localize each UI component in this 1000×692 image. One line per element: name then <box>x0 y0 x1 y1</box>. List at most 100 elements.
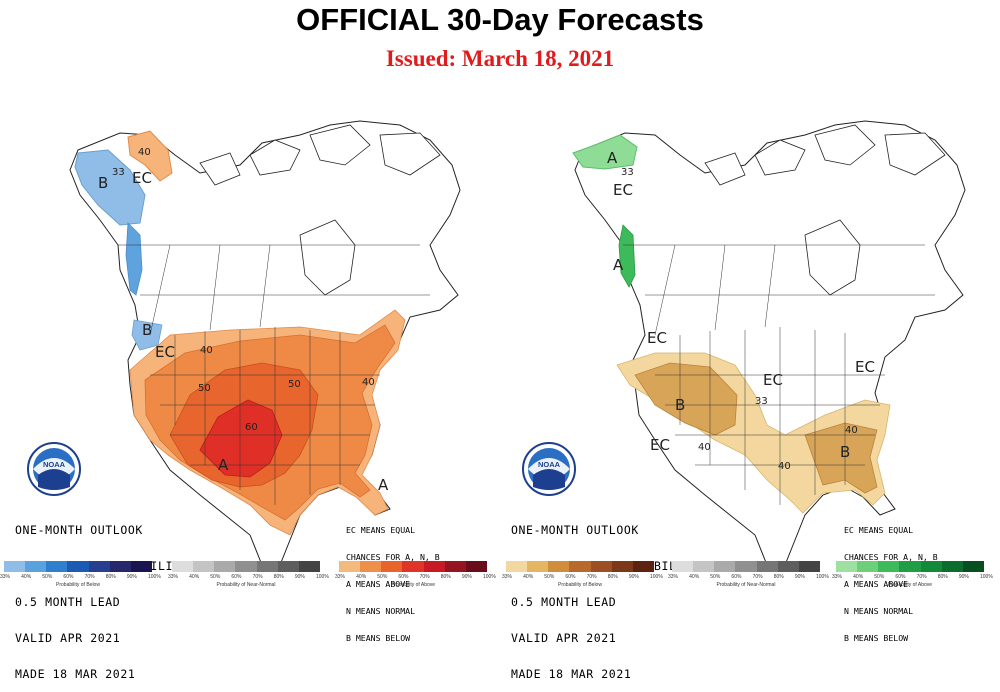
legend-swatch <box>88 561 110 572</box>
state-boundaries <box>118 244 430 505</box>
legend-swatch <box>360 561 382 572</box>
map-label: 50 <box>198 383 211 394</box>
legend-tick: 90% <box>294 574 305 580</box>
arctic-islands <box>199 124 441 186</box>
legend-swatch <box>735 561 757 572</box>
key-line: CHANCES FOR A, N, B <box>346 552 440 562</box>
legend-tick: 50% <box>544 574 555 580</box>
map-label: B <box>675 396 685 414</box>
pacific-northwest-below-region <box>131 319 163 351</box>
map-label: 40 <box>362 377 375 388</box>
bc-coast-below-region <box>125 222 143 296</box>
legend-swatch <box>256 561 278 572</box>
map-label: EC <box>650 436 670 454</box>
bc-coast-above-region <box>618 224 636 288</box>
legend-tick: 90% <box>461 574 472 580</box>
legend-tick: 70% <box>916 574 927 580</box>
alaska-below-region <box>74 149 146 226</box>
map-label: 33 <box>621 167 634 178</box>
key-line: A MEANS ABOVE <box>346 579 411 589</box>
legend-5: 33% 40% 50% 60% 70% 80% 90% 100% Probability of … <box>832 561 993 591</box>
info-line: ONE-MONTH OUTLOOK <box>15 523 143 537</box>
north-america-outline <box>574 120 966 565</box>
legend-swatch <box>899 561 921 572</box>
legend-tick: 33% <box>335 574 346 580</box>
map-label: 60 <box>245 422 258 433</box>
map-label: A <box>218 456 229 474</box>
issued-date: Issued: March 18, 2021 <box>385 46 615 71</box>
map-label: 50 <box>288 379 301 390</box>
legend-swatch <box>548 561 570 572</box>
legend-color-bar <box>672 561 820 572</box>
legend-swatch <box>298 561 320 572</box>
legend-swatch <box>632 561 654 572</box>
info-line: ONE-MONTH OUTLOOK <box>511 523 639 537</box>
legend-tick: 60% <box>565 574 576 580</box>
legend-tick: 40% <box>356 574 367 580</box>
legend-swatch <box>214 561 236 572</box>
legend-0: 33% 40% 50% 60% 70% 80% 90% 100% Probability of … <box>0 561 161 591</box>
legend-tick: 90% <box>628 574 639 580</box>
map-label: EC <box>155 343 175 361</box>
legend-swatch <box>941 561 963 572</box>
legend-3: 33% 40% 50% 60% 70% 80% 90% 100% Probability of … <box>502 561 663 591</box>
info-line: MADE 18 MAR 2021 <box>15 667 136 681</box>
precipitation-map-labels: A 33 EC A EC B EC EC EC 33 40 40 B 40 <box>607 149 875 472</box>
legend-tick: 40% <box>21 574 32 580</box>
temperature-map-labels: B EC 40 33 B EC 40 50 60 50 40 A A <box>98 147 389 494</box>
noaa-logo-text: NOAA <box>538 460 561 469</box>
legend-tick: 50% <box>210 574 221 580</box>
legend-swatch <box>67 561 89 572</box>
legend-swatch <box>878 561 900 572</box>
legend-caption: Probability of Above <box>390 582 436 588</box>
legend-swatch <box>611 561 633 572</box>
arctic-islands <box>704 124 946 186</box>
legend-tick: 70% <box>419 574 430 580</box>
hudson-bay <box>299 219 356 296</box>
legend-color-bar <box>836 561 984 572</box>
legend-tick: 100% <box>980 574 993 580</box>
legend-tick: 50% <box>42 574 53 580</box>
legend-tick: 100% <box>650 574 663 580</box>
legend-tick: 100% <box>816 574 829 580</box>
key-line: B MEANS BELOW <box>844 633 909 643</box>
state-boundaries <box>623 244 935 505</box>
map-label: 40 <box>200 345 213 356</box>
legend-swatch <box>25 561 47 572</box>
legend-tick: 70% <box>752 574 763 580</box>
legend-swatch <box>402 561 424 572</box>
legend-tick: 80% <box>273 574 284 580</box>
legend-tick: 70% <box>252 574 263 580</box>
map-label: A <box>613 256 624 274</box>
legend-color-bar <box>506 561 654 572</box>
legend-swatch <box>46 561 68 572</box>
map-label: B <box>98 174 108 192</box>
legend-tick: 50% <box>874 574 885 580</box>
legend-tick: 40% <box>523 574 534 580</box>
legend-swatch <box>569 561 591 572</box>
legend-swatch <box>527 561 549 572</box>
info-line: 0.5 MONTH LEAD <box>511 595 617 609</box>
key-line: EC MEANS EQUAL <box>844 525 914 535</box>
key-line: N MEANS NORMAL <box>346 606 416 616</box>
legend-tick: 33% <box>0 574 11 580</box>
legend-swatch <box>590 561 612 572</box>
key-line: A MEANS ABOVE <box>844 579 909 589</box>
legend-swatch <box>4 561 26 572</box>
plains-below-40-region <box>634 362 738 436</box>
temperature-map-graphic: B EC 40 33 B EC 40 50 60 50 40 A A NOAA <box>27 120 461 565</box>
map-label: A <box>607 149 618 167</box>
key-line: N MEANS NORMAL <box>844 606 914 616</box>
legend-swatch <box>756 561 778 572</box>
legend-caption: Probability of Near-Normal <box>716 582 776 588</box>
alaska-above-region <box>572 134 638 170</box>
legend-swatch <box>172 561 194 572</box>
key-line: EC MEANS EQUAL <box>346 525 416 535</box>
legend-caption: Probability of Above <box>887 582 933 588</box>
noaa-logo: NOAA <box>27 442 81 496</box>
key-line: CHANCES FOR A, N, B <box>844 552 938 562</box>
legend-tick: 33% <box>168 574 179 580</box>
legend-swatch <box>444 561 466 572</box>
precipitation-outlook-map: A 33 EC A EC B EC EC EC 33 40 40 B 40 NO… <box>505 95 1000 565</box>
legend-color-bar <box>4 561 152 572</box>
